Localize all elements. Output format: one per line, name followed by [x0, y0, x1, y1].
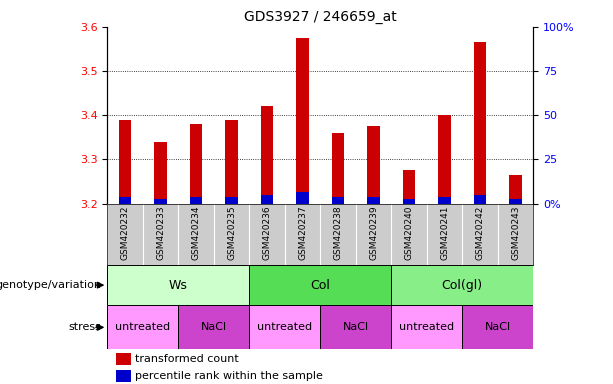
- Text: GSM420239: GSM420239: [369, 205, 378, 260]
- Bar: [474, 195, 486, 204]
- Bar: [107, 265, 249, 305]
- Bar: [190, 197, 202, 204]
- Text: untreated: untreated: [257, 322, 313, 333]
- Text: NaCl: NaCl: [343, 322, 369, 333]
- Bar: [190, 124, 202, 204]
- Text: transformed count: transformed count: [135, 354, 238, 364]
- Bar: [403, 170, 415, 204]
- Text: GSM420234: GSM420234: [191, 205, 200, 260]
- Text: GSM420232: GSM420232: [121, 205, 129, 260]
- Text: GSM420237: GSM420237: [298, 205, 307, 260]
- Bar: [332, 197, 345, 204]
- Bar: [391, 305, 462, 349]
- Bar: [321, 305, 391, 349]
- Text: GSM420240: GSM420240: [405, 205, 414, 260]
- Bar: [249, 305, 321, 349]
- Bar: [296, 192, 309, 204]
- Bar: [116, 353, 131, 365]
- Bar: [462, 305, 533, 349]
- Bar: [154, 142, 167, 204]
- Bar: [261, 106, 273, 204]
- Text: GSM420235: GSM420235: [227, 205, 236, 260]
- Bar: [438, 197, 451, 204]
- Text: percentile rank within the sample: percentile rank within the sample: [135, 371, 323, 381]
- Text: Ws: Ws: [169, 279, 188, 291]
- Bar: [367, 197, 380, 204]
- Bar: [154, 199, 167, 204]
- Bar: [474, 42, 486, 204]
- Text: stress: stress: [68, 322, 101, 333]
- Text: Col(gl): Col(gl): [442, 279, 483, 291]
- Text: genotype/variation: genotype/variation: [0, 280, 101, 290]
- Text: GSM420243: GSM420243: [511, 205, 520, 260]
- Bar: [391, 265, 533, 305]
- Bar: [296, 38, 309, 204]
- Bar: [226, 197, 238, 204]
- Text: GSM420236: GSM420236: [262, 205, 272, 260]
- Text: NaCl: NaCl: [485, 322, 511, 333]
- Bar: [107, 305, 178, 349]
- Bar: [178, 305, 249, 349]
- Bar: [438, 115, 451, 204]
- Bar: [367, 126, 380, 204]
- Text: NaCl: NaCl: [200, 322, 227, 333]
- Bar: [249, 265, 391, 305]
- Text: GSM420238: GSM420238: [333, 205, 343, 260]
- Bar: [226, 119, 238, 204]
- Bar: [403, 199, 415, 204]
- Title: GDS3927 / 246659_at: GDS3927 / 246659_at: [244, 10, 397, 25]
- Text: GSM420241: GSM420241: [440, 205, 449, 260]
- Bar: [332, 133, 345, 204]
- Text: GSM420242: GSM420242: [476, 205, 484, 260]
- Bar: [509, 175, 522, 204]
- Text: Col: Col: [310, 279, 330, 291]
- Text: untreated: untreated: [115, 322, 170, 333]
- Bar: [119, 119, 131, 204]
- Text: GSM420233: GSM420233: [156, 205, 165, 260]
- Text: untreated: untreated: [399, 322, 454, 333]
- Bar: [119, 197, 131, 204]
- Bar: [116, 370, 131, 382]
- Bar: [509, 199, 522, 204]
- Bar: [261, 195, 273, 204]
